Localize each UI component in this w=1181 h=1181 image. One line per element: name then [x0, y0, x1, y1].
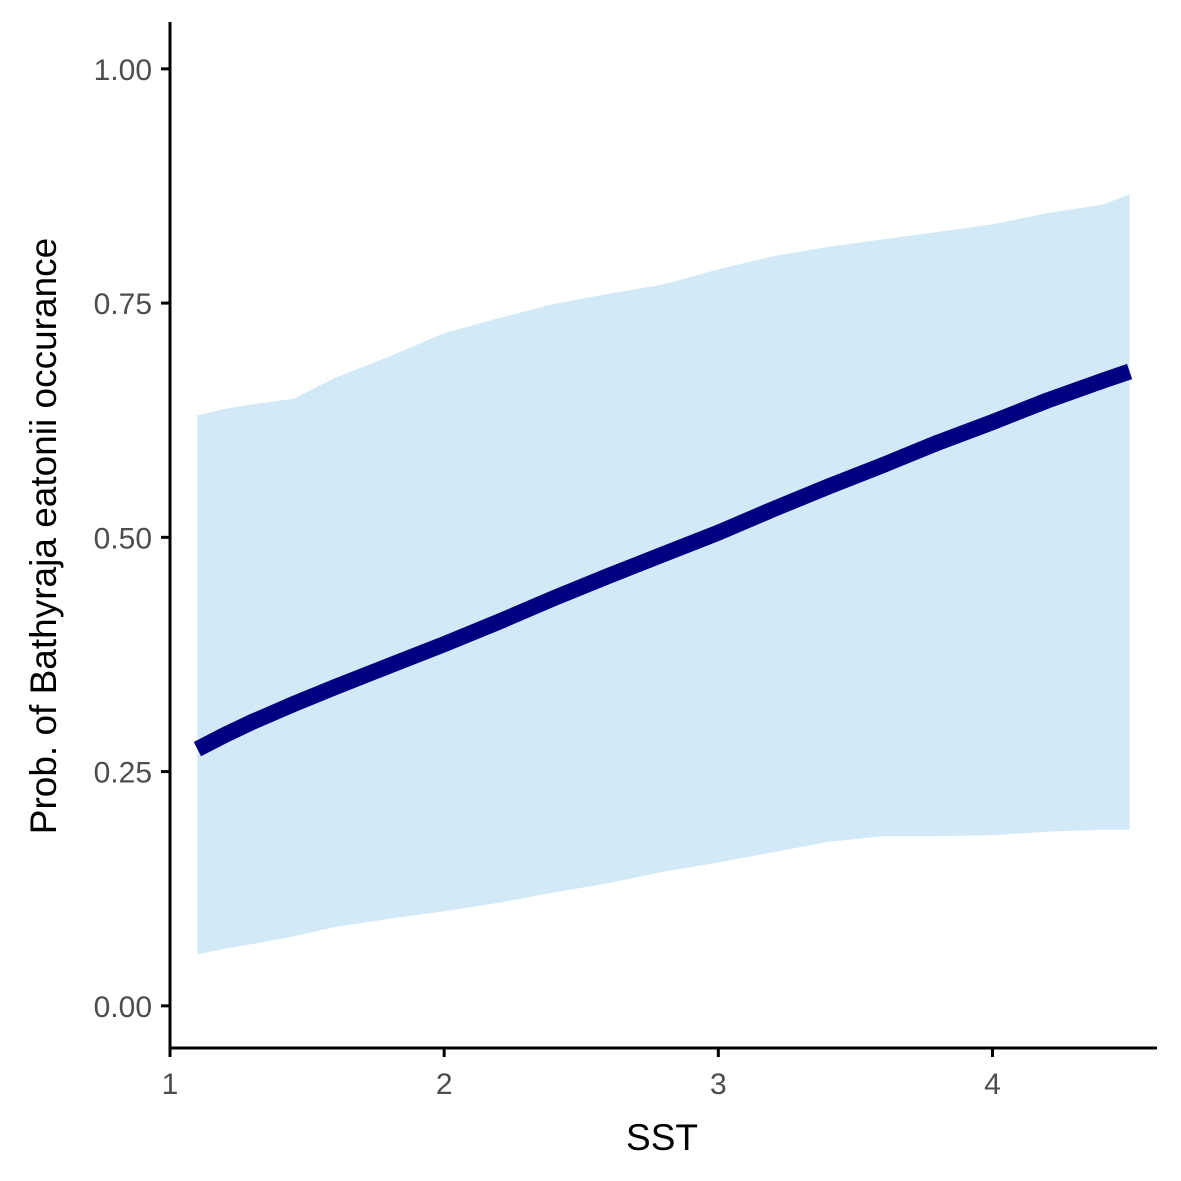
x-tick-label: 2 [436, 1068, 453, 1101]
confidence-band [197, 194, 1130, 955]
confidence-band-layer [197, 194, 1130, 955]
x-axis-ticks: 1 2 3 4 [162, 1048, 1001, 1101]
y-axis-title: Prob. of Bathyraja eatonii occurance [23, 238, 64, 834]
prediction-line-layer [193, 363, 1133, 757]
x-tick-label: 4 [984, 1068, 1001, 1101]
y-tick-label: 1.00 [94, 54, 152, 87]
y-tick-label: 0.75 [94, 288, 152, 321]
y-axis-ticks: 0.00 0.25 0.50 0.75 1.00 [94, 54, 170, 1024]
y-tick-label: 0.25 [94, 757, 152, 790]
y-tick-label: 0.50 [94, 522, 152, 555]
x-tick-label: 1 [162, 1068, 179, 1101]
x-tick-label: 3 [710, 1068, 727, 1101]
x-axis-title: SST [626, 1117, 698, 1158]
y-tick-label: 0.00 [94, 991, 152, 1024]
prediction-line [193, 363, 1133, 757]
